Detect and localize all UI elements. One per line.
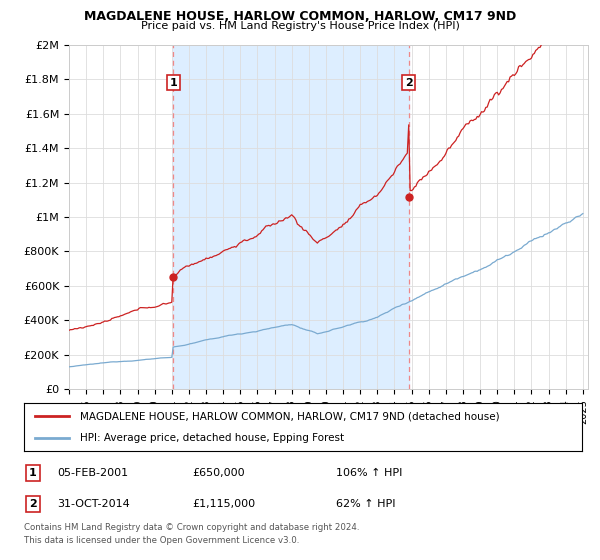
Text: 2: 2: [405, 78, 413, 88]
Text: Price paid vs. HM Land Registry's House Price Index (HPI): Price paid vs. HM Land Registry's House …: [140, 21, 460, 31]
Text: £1,115,000: £1,115,000: [192, 499, 255, 509]
Text: MAGDALENE HOUSE, HARLOW COMMON, HARLOW, CM17 9ND (detached house): MAGDALENE HOUSE, HARLOW COMMON, HARLOW, …: [80, 411, 499, 421]
Text: 106% ↑ HPI: 106% ↑ HPI: [336, 468, 403, 478]
Bar: [173, 45, 409, 389]
Text: MAGDALENE HOUSE, HARLOW COMMON, HARLOW, CM17 9ND: MAGDALENE HOUSE, HARLOW COMMON, HARLOW, …: [84, 10, 516, 23]
Text: 1: 1: [29, 468, 37, 478]
Text: 1: 1: [169, 78, 177, 88]
Text: £650,000: £650,000: [192, 468, 245, 478]
Text: 2: 2: [29, 499, 37, 509]
Text: 62% ↑ HPI: 62% ↑ HPI: [336, 499, 395, 509]
Text: 05-FEB-2001: 05-FEB-2001: [57, 468, 128, 478]
Text: 31-OCT-2014: 31-OCT-2014: [57, 499, 130, 509]
Text: Contains HM Land Registry data © Crown copyright and database right 2024.
This d: Contains HM Land Registry data © Crown c…: [24, 524, 359, 545]
Text: HPI: Average price, detached house, Epping Forest: HPI: Average price, detached house, Eppi…: [80, 433, 344, 443]
